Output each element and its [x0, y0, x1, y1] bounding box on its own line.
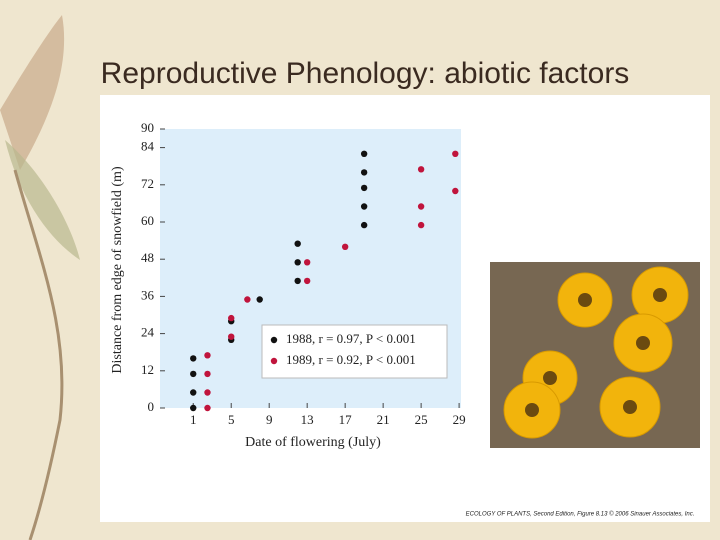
legend-box [261, 324, 448, 379]
y-tick-label: 24 [141, 325, 155, 340]
point [190, 389, 197, 396]
point [360, 184, 368, 192]
x-axis-label: Date of flowering (July) [245, 435, 381, 450]
y-tick-label: 12 [141, 362, 154, 377]
point [190, 355, 197, 362]
y-tick-label: 36 [141, 287, 155, 302]
point [294, 240, 301, 247]
point [417, 221, 425, 229]
point [303, 259, 311, 266]
y-tick-label: 90 [141, 120, 154, 135]
legend-marker [270, 357, 278, 365]
point [204, 352, 211, 359]
y-tick-label: 72 [141, 176, 154, 191]
point [360, 203, 368, 210]
point [204, 404, 211, 412]
legend-label: 1989, r = 0.92, P < 0.001 [286, 352, 416, 367]
point [256, 296, 263, 303]
point [190, 370, 197, 378]
y-tick-label: 48 [141, 250, 154, 265]
legend-label: 1988, r = 0.97, P < 0.001 [286, 331, 416, 346]
slide-title: Reproductive Phenology: abiotic factors [101, 57, 630, 90]
x-tick-label: 13 [301, 412, 314, 427]
point [341, 243, 349, 250]
point [360, 150, 368, 157]
point [452, 150, 459, 157]
point [452, 187, 459, 195]
point [360, 169, 368, 176]
point [204, 389, 211, 396]
point [294, 277, 301, 285]
x-tick-label: 9 [266, 412, 273, 427]
point [417, 203, 425, 210]
x-tick-label: 17 [339, 412, 353, 427]
point [244, 296, 251, 303]
x-tick-label: 29 [453, 412, 466, 427]
legend-marker [270, 336, 278, 344]
y-tick-label: 0 [148, 399, 155, 414]
point [204, 370, 211, 378]
flower-photo [490, 262, 700, 448]
point [228, 333, 235, 340]
point [190, 404, 197, 412]
leaf-decoration [0, 15, 80, 540]
caption: ECOLOGY OF PLANTS, Second Edition, Figur… [466, 511, 695, 518]
x-tick-label: 21 [377, 412, 390, 427]
y-tick-label: 84 [141, 139, 155, 154]
point [294, 259, 301, 266]
point [417, 166, 425, 173]
point [303, 277, 311, 285]
y-tick-label: 60 [141, 213, 154, 228]
x-tick-label: 5 [228, 412, 235, 427]
y-axis-label: Distance from edge of snowfield (m) [110, 166, 125, 374]
x-tick-label: 25 [415, 412, 428, 427]
point [360, 221, 368, 229]
point [228, 314, 235, 322]
x-tick-label: 1 [190, 412, 197, 427]
